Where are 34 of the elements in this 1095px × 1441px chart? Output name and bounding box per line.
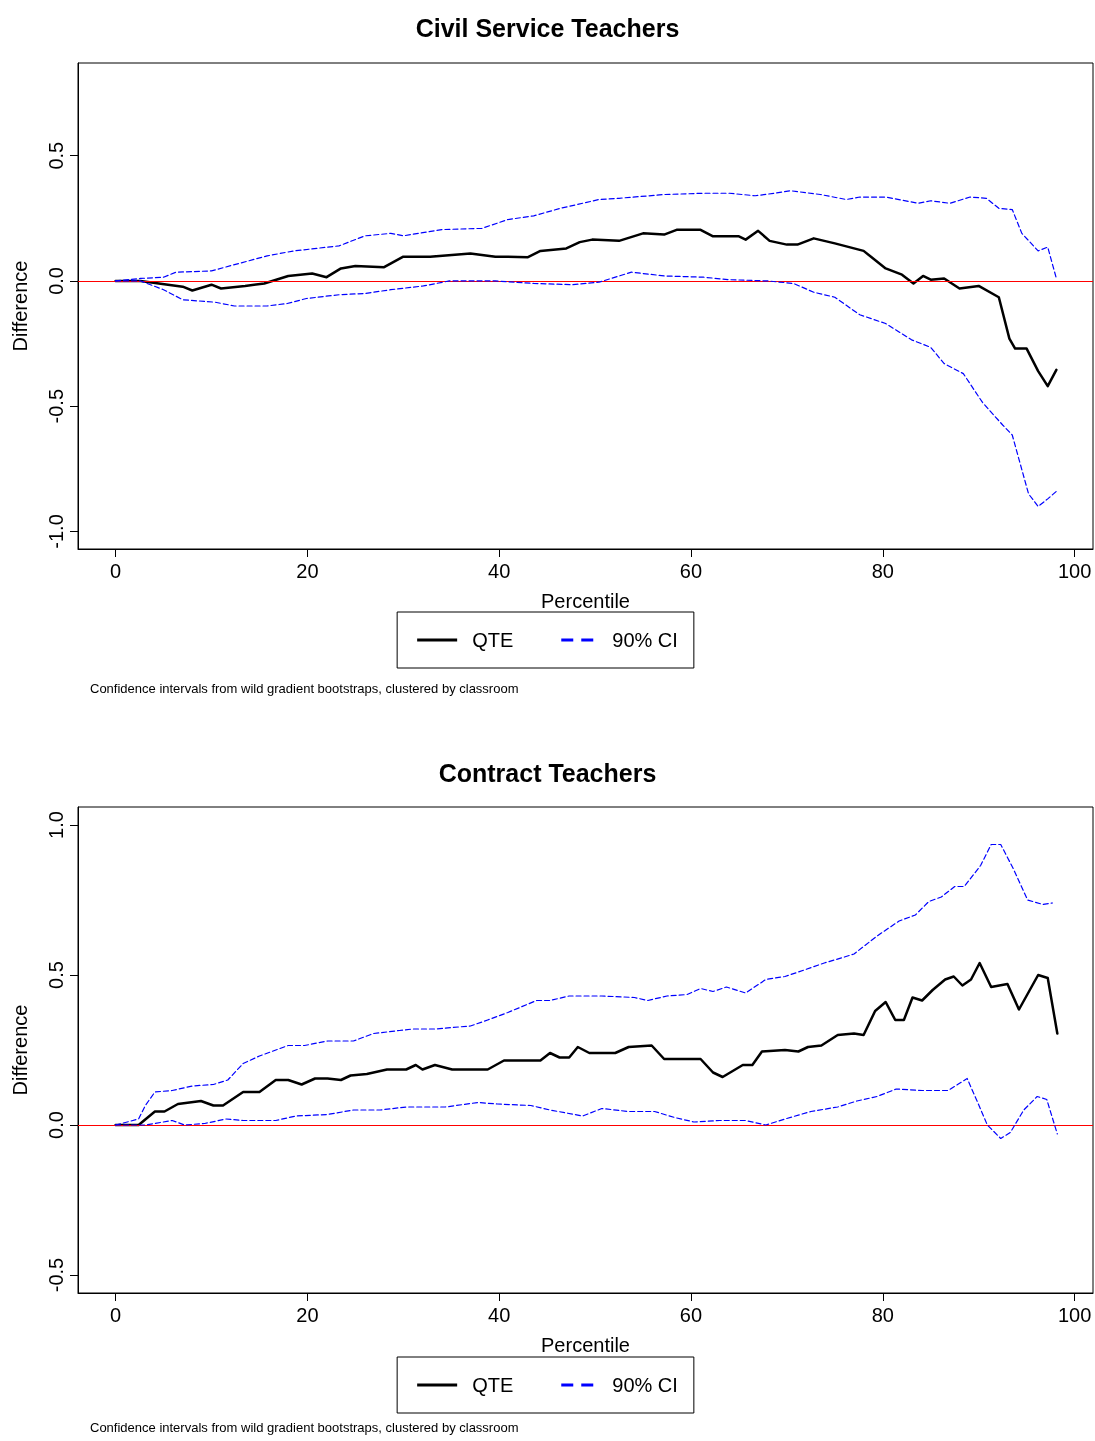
x-axis-title: Percentile (541, 1334, 630, 1356)
legend-label: QTE (472, 1374, 514, 1396)
y-tick-label: 0.5 (45, 961, 67, 989)
text: Confidence intervals from wild gradient bootstraps, clustered by classroom (90, 681, 519, 696)
line-series (114, 961, 1059, 1127)
x-tick-label: 60 (679, 1304, 703, 1326)
x-tick-label: 20 (296, 1304, 319, 1326)
line-series (114, 228, 1058, 388)
x-tick-label: 40 (488, 1304, 511, 1326)
text: Confidence intervals from wild gradient bootstraps, clustered by classroom (90, 1420, 519, 1435)
y-tick-label: -0.5 (45, 1257, 67, 1293)
y-tick-label: 0.0 (45, 1111, 67, 1139)
x-tick-label: 60 (679, 560, 703, 582)
y-axis-title: Difference (9, 260, 31, 352)
x-tick-label: 0 (110, 1304, 122, 1326)
legend-label: QTE (472, 629, 514, 651)
y-tick-label: 0.5 (45, 141, 67, 170)
x-tick-label: 20 (296, 560, 319, 582)
legend-label: 90% CI (612, 629, 678, 651)
chart-title: Contract Teachers (438, 758, 657, 787)
y-tick-label: -0.5 (45, 388, 67, 424)
x-tick-label: 80 (871, 1304, 894, 1326)
y-tick-label: -1.0 (45, 514, 67, 549)
x-axis-title: Percentile (541, 590, 630, 612)
y-tick-label: 1.0 (45, 811, 67, 839)
x-tick-label: 100 (1057, 1304, 1092, 1326)
x-tick-label: 0 (110, 560, 122, 582)
y-axis-title: Difference (9, 1004, 31, 1096)
x-tick-label: 40 (488, 560, 511, 582)
y-tick-label: 0.0 (45, 267, 67, 295)
chart-title: Civil Service Teachers (415, 13, 680, 42)
x-tick-label: 80 (871, 560, 894, 582)
legend-label: 90% CI (612, 1374, 678, 1396)
x-tick-label: 100 (1057, 560, 1092, 582)
